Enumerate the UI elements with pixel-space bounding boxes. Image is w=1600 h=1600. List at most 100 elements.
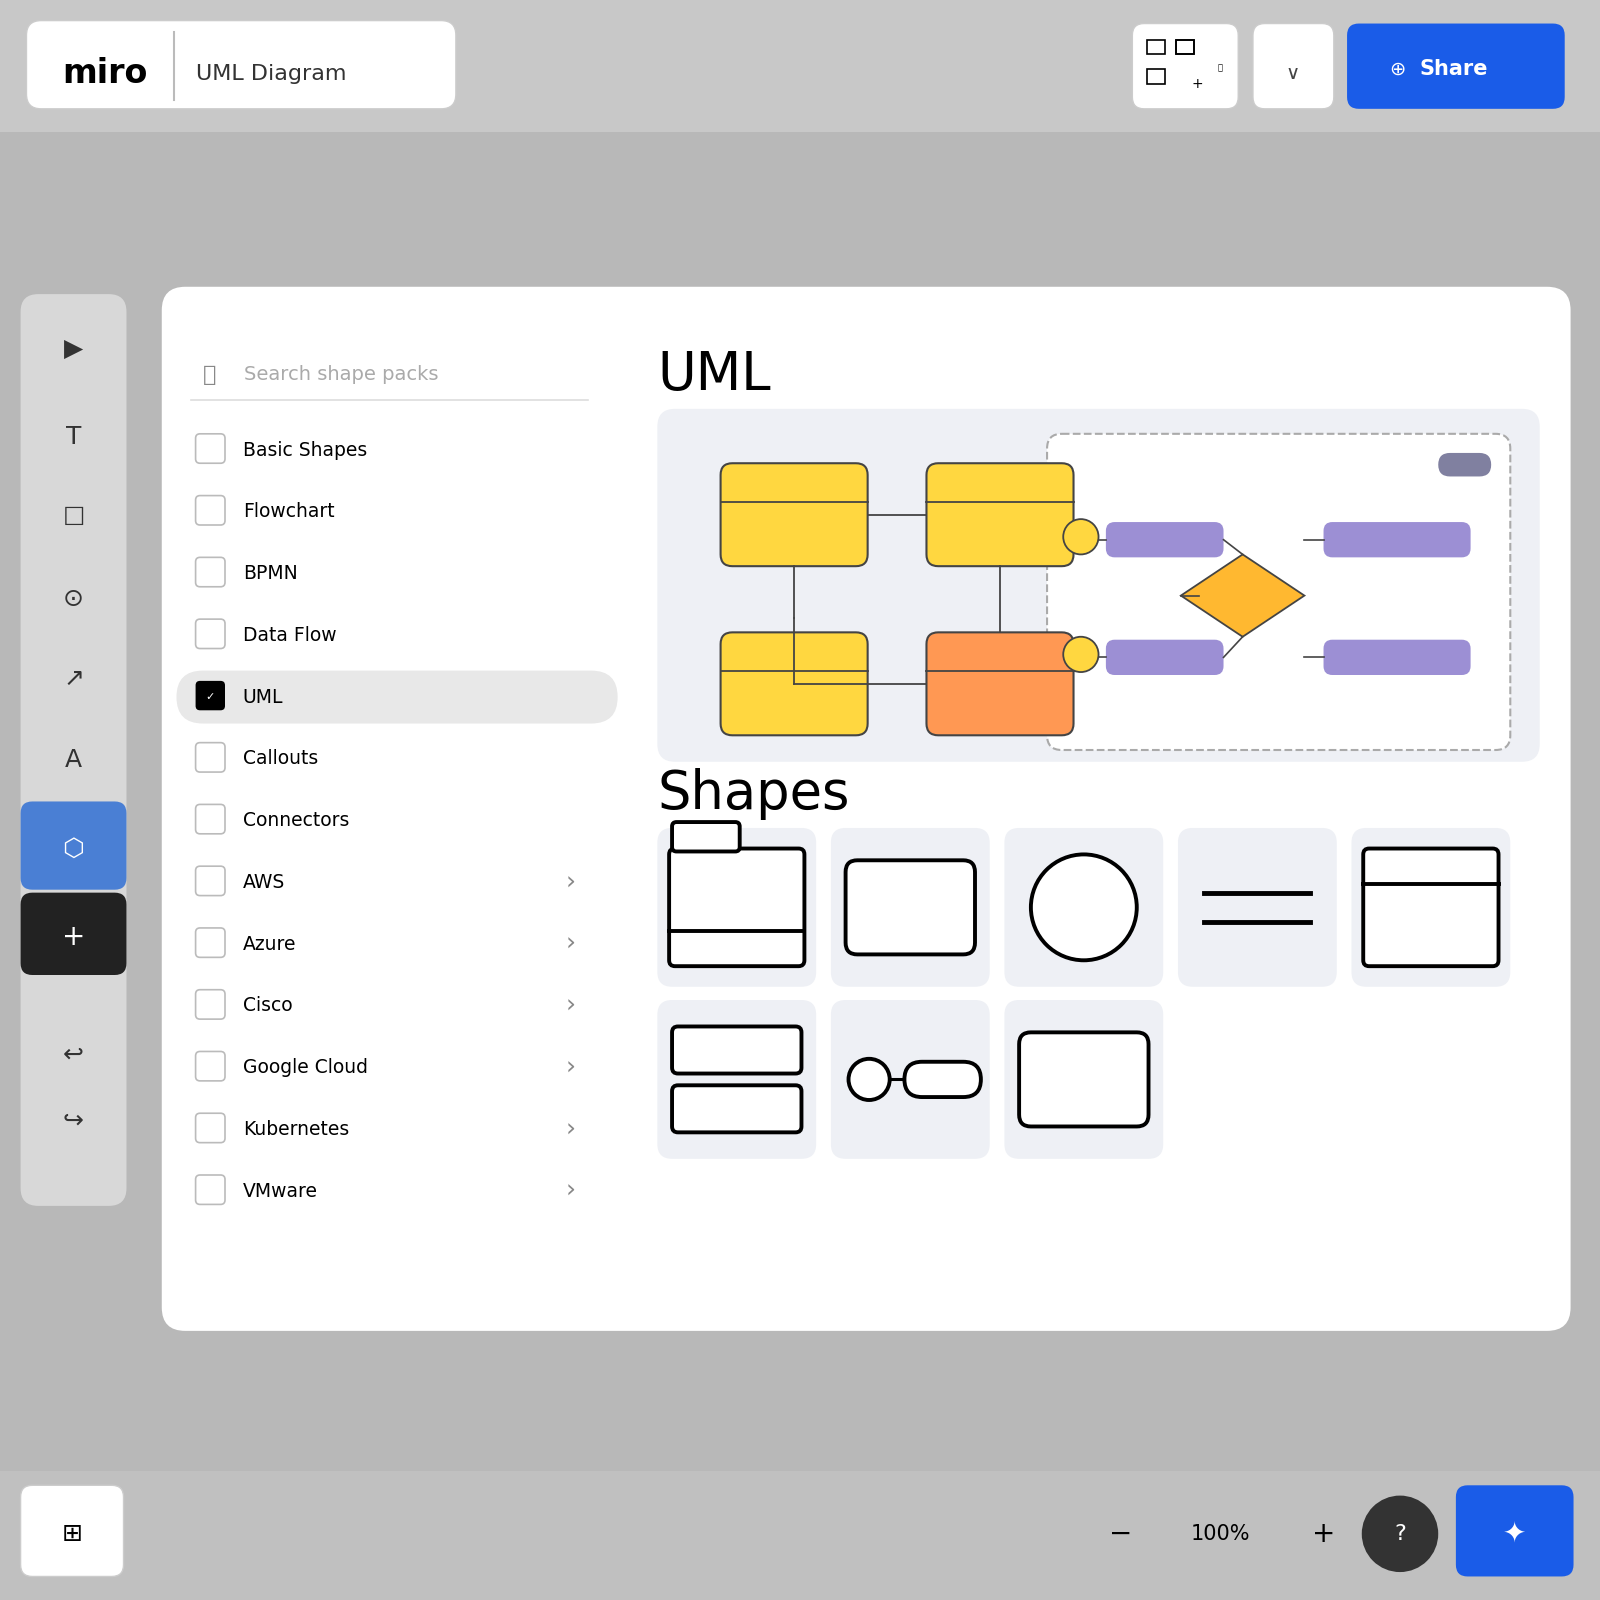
Bar [1176,40,1194,54]
FancyBboxPatch shape [1005,1000,1163,1158]
FancyBboxPatch shape [672,822,739,851]
FancyBboxPatch shape [195,866,226,896]
FancyBboxPatch shape [195,805,226,834]
FancyBboxPatch shape [1363,848,1499,966]
Text: Basic Shapes: Basic Shapes [243,440,366,459]
FancyBboxPatch shape [27,21,456,109]
Text: ⊙: ⊙ [62,587,85,611]
FancyBboxPatch shape [672,1027,802,1074]
Text: +: + [1192,77,1203,91]
FancyBboxPatch shape [1352,827,1510,987]
Text: UML: UML [658,349,771,402]
Text: VMware: VMware [243,1182,318,1200]
Bar [1147,40,1165,54]
FancyBboxPatch shape [195,1051,226,1082]
Text: ›: › [565,1056,576,1080]
Text: Azure: Azure [243,934,296,954]
Text: ⊕: ⊕ [1390,59,1406,78]
FancyBboxPatch shape [195,990,226,1019]
Text: ∨: ∨ [1285,64,1299,83]
FancyBboxPatch shape [1046,434,1510,750]
Text: Google Cloud: Google Cloud [243,1058,368,1077]
Text: ▶: ▶ [64,336,83,360]
Text: ✦: ✦ [1502,1520,1526,1547]
FancyBboxPatch shape [658,410,1539,762]
Text: Search shape packs: Search shape packs [245,365,438,384]
Text: Connectors: Connectors [243,811,349,830]
FancyBboxPatch shape [21,1485,123,1576]
FancyBboxPatch shape [195,1114,226,1142]
FancyBboxPatch shape [195,1174,226,1205]
FancyBboxPatch shape [195,928,226,957]
Text: ›: › [565,1117,576,1141]
Text: UML Diagram: UML Diagram [195,64,346,83]
Text: ›: › [565,870,576,894]
Text: ☐: ☐ [62,506,85,530]
Circle shape [1362,1496,1438,1573]
FancyBboxPatch shape [195,496,226,525]
Circle shape [1030,854,1136,960]
FancyBboxPatch shape [176,670,618,723]
Text: ›: › [565,1179,576,1203]
Bar [1176,40,1194,54]
FancyBboxPatch shape [669,848,805,966]
FancyBboxPatch shape [21,802,126,890]
FancyBboxPatch shape [195,619,226,648]
Bar [0,1470,1600,1600]
Polygon shape [1181,555,1304,637]
FancyBboxPatch shape [904,1062,981,1098]
Circle shape [848,1059,890,1099]
Text: Cisco: Cisco [243,997,293,1016]
FancyBboxPatch shape [1178,827,1336,987]
Text: Callouts: Callouts [243,749,318,768]
Text: +: + [62,923,85,950]
Text: 🔍: 🔍 [203,365,216,386]
FancyBboxPatch shape [1133,24,1238,109]
FancyBboxPatch shape [162,286,1571,1331]
FancyBboxPatch shape [658,1000,816,1158]
Text: AWS: AWS [243,874,285,891]
Text: UML: UML [243,688,283,707]
FancyBboxPatch shape [845,861,974,955]
FancyBboxPatch shape [830,827,990,987]
Text: 100%: 100% [1190,1523,1250,1544]
FancyBboxPatch shape [1323,522,1470,557]
FancyBboxPatch shape [1106,522,1224,557]
Text: miro: miro [62,58,147,90]
Text: ⬡: ⬡ [62,837,85,861]
FancyBboxPatch shape [720,632,867,736]
Circle shape [1064,637,1099,672]
FancyBboxPatch shape [926,632,1074,736]
Text: A: A [66,749,82,773]
FancyBboxPatch shape [720,464,867,566]
Text: Kubernetes: Kubernetes [243,1120,349,1139]
Bar [1147,69,1165,83]
FancyBboxPatch shape [830,1000,990,1158]
FancyBboxPatch shape [1019,1032,1149,1126]
FancyBboxPatch shape [195,557,226,587]
Text: ›: › [565,994,576,1018]
Text: T: T [66,424,82,448]
Text: ↩: ↩ [62,1043,85,1067]
Text: ›: › [565,933,576,957]
Text: Data Flow: Data Flow [243,626,336,645]
Text: ↗: ↗ [62,667,85,691]
Text: ↪: ↪ [62,1109,85,1133]
Bar [0,133,1600,1470]
Text: Shapes: Shapes [658,768,850,821]
FancyBboxPatch shape [926,464,1074,566]
FancyBboxPatch shape [21,893,126,974]
Bar [0,0,1600,133]
FancyBboxPatch shape [1456,1485,1573,1576]
FancyBboxPatch shape [1005,827,1163,987]
Text: Flowchart: Flowchart [243,502,334,522]
Text: +: + [1312,1520,1336,1547]
Circle shape [1064,518,1099,555]
FancyBboxPatch shape [672,1085,802,1133]
Text: −: − [1109,1520,1133,1547]
FancyBboxPatch shape [195,742,226,773]
FancyBboxPatch shape [658,827,816,987]
Text: Share: Share [1419,59,1488,78]
FancyBboxPatch shape [1106,640,1224,675]
Text: ⬛: ⬛ [1218,62,1222,72]
